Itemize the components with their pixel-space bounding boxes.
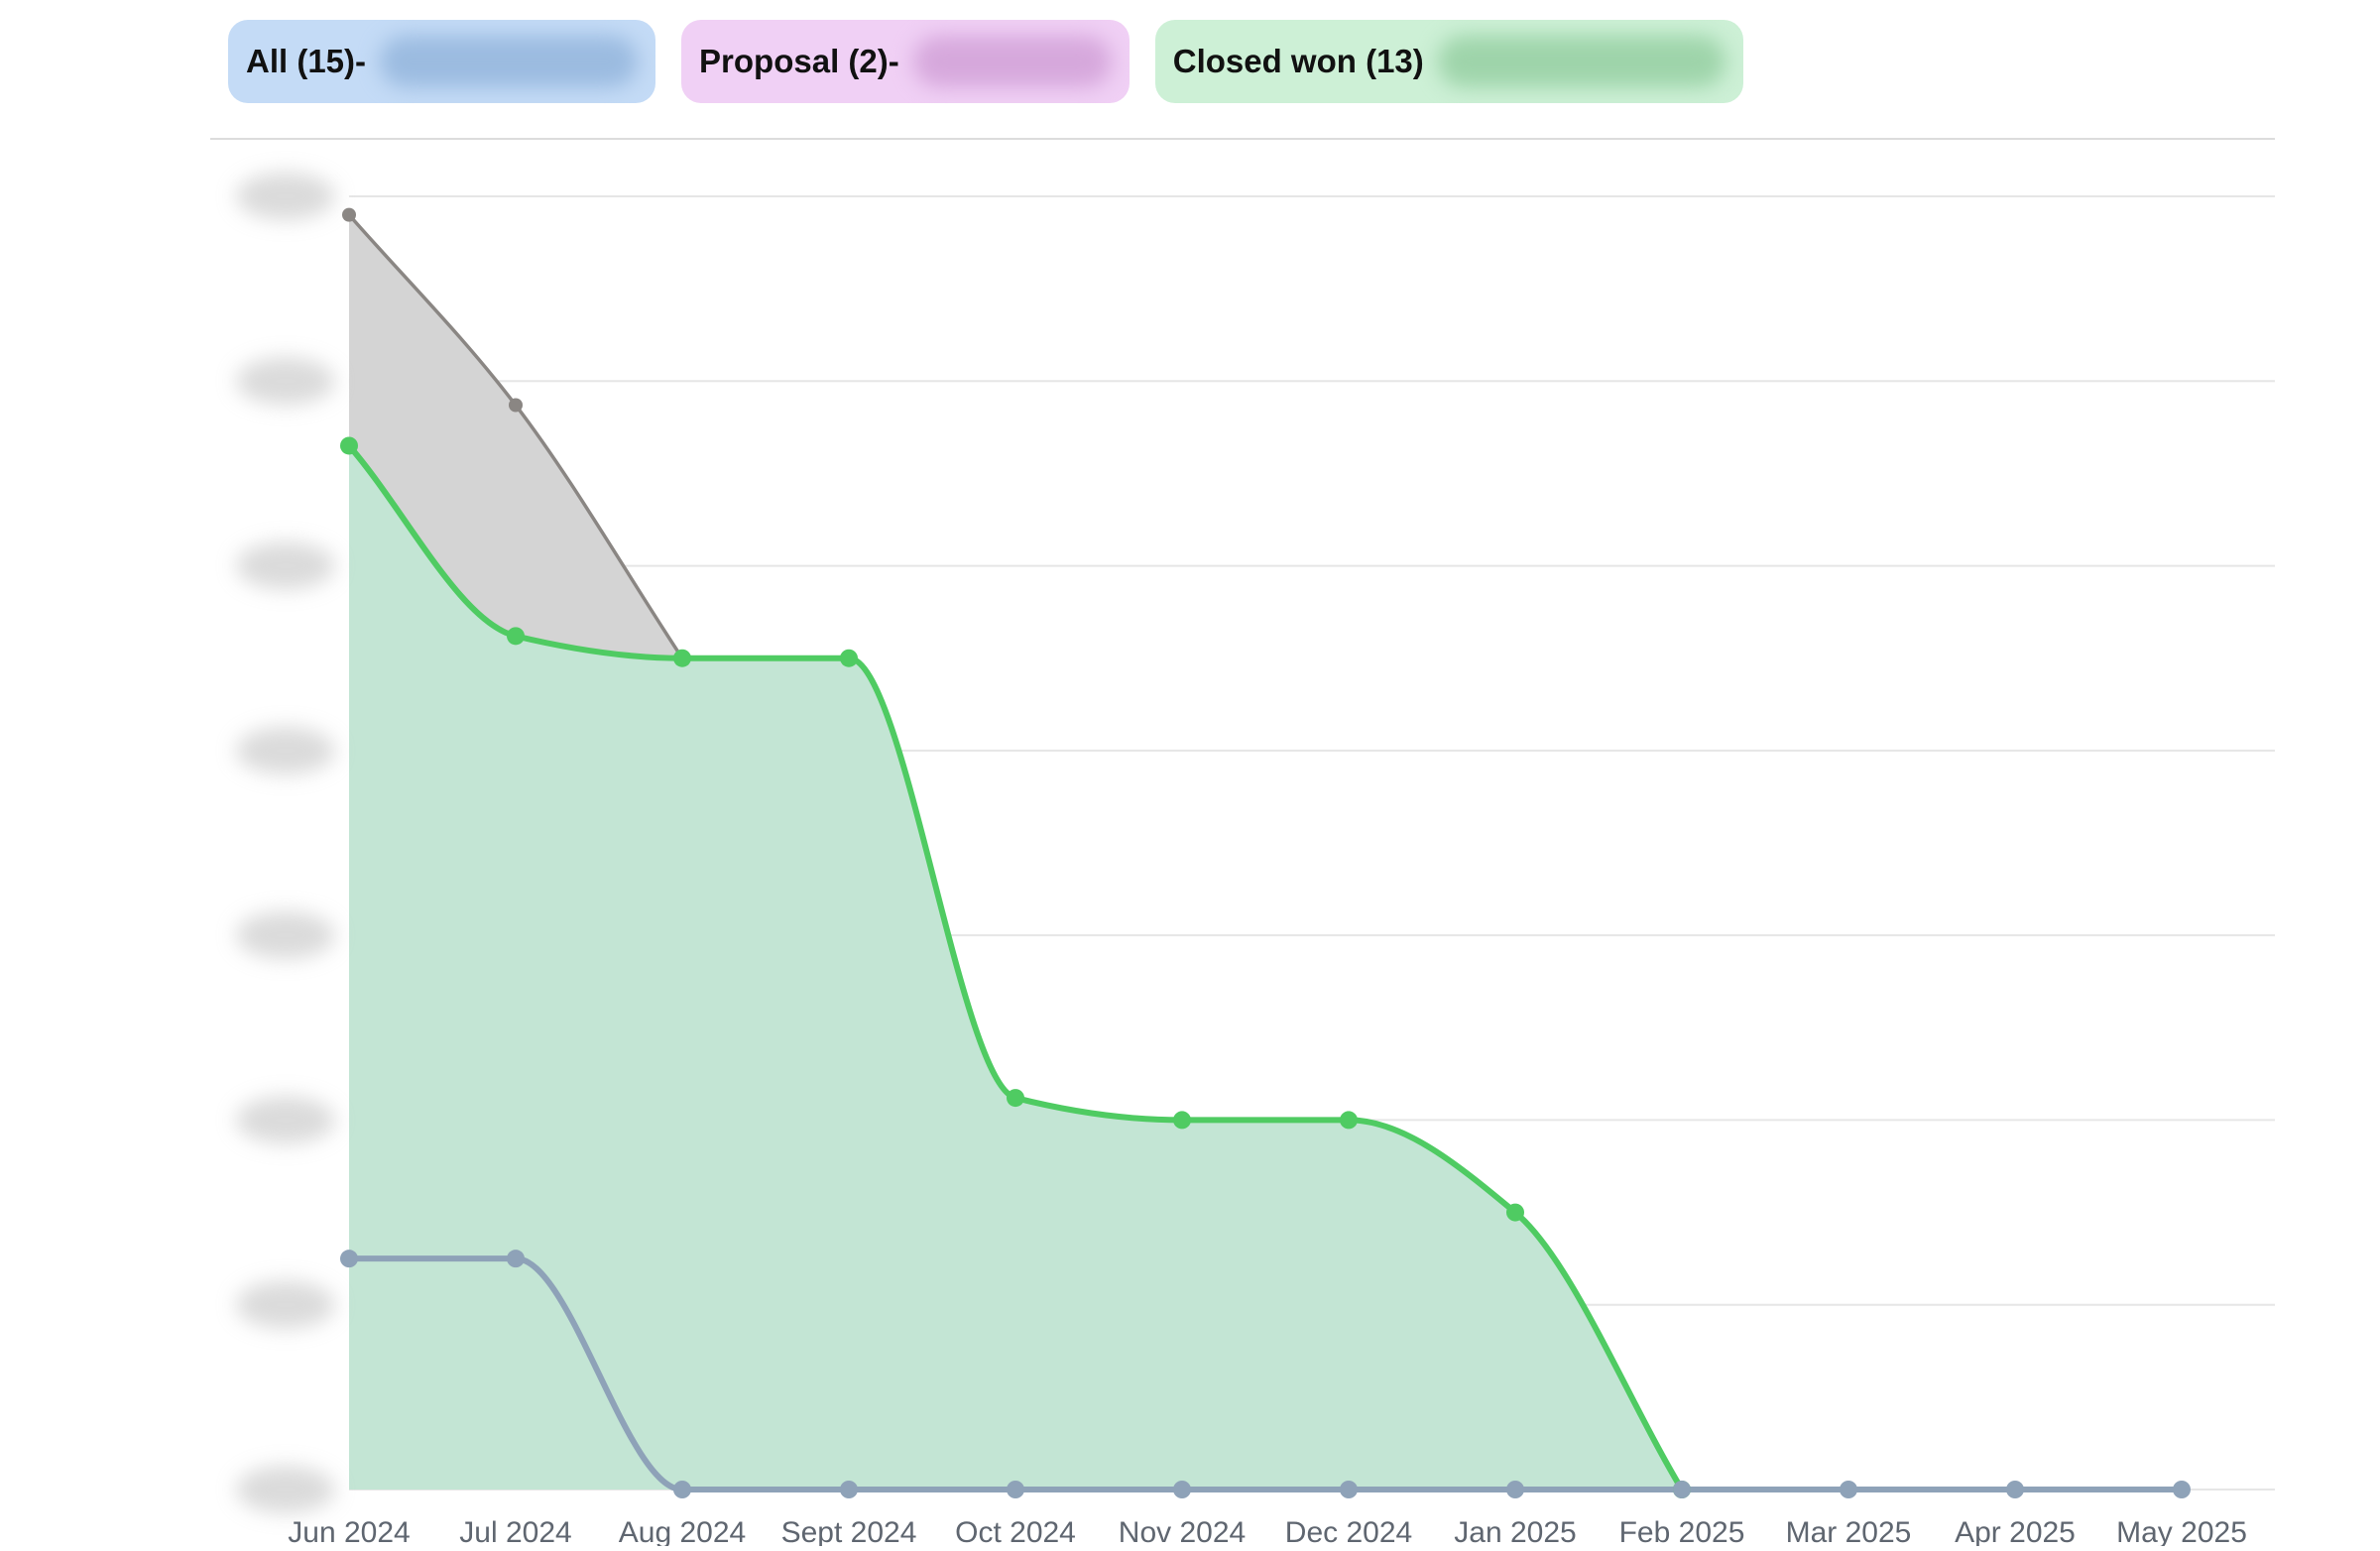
filter-chip-closed-won-label: Closed won (13): [1172, 43, 1424, 79]
won-series-point[interactable]: [1506, 1203, 1524, 1222]
filter-chip-proposal-suffix: -: [888, 43, 899, 79]
won-series-point[interactable]: [340, 436, 358, 455]
y-tick-label-redacted: [236, 541, 335, 590]
proposal-series-point[interactable]: [1340, 1481, 1358, 1498]
proposal-series-point[interactable]: [673, 1481, 691, 1498]
filter-bar: All (15) - Proposal (2) - Closed won (13…: [228, 20, 1743, 103]
filter-chip-all[interactable]: All (15) -: [228, 20, 656, 103]
filter-chip-closed-won-value-redacted: [1437, 36, 1726, 87]
proposal-series-point[interactable]: [1173, 1481, 1191, 1498]
proposal-series-point[interactable]: [2173, 1481, 2191, 1498]
area-fills: [349, 214, 1682, 1491]
x-tick-label: Dec 2024: [1285, 1516, 1412, 1546]
x-tick-label: Sept 2024: [781, 1516, 917, 1546]
y-axis-ticks-obscured: [236, 173, 335, 1513]
x-axis-ticks: Jun 2024 Jul 2024 Aug 2024 Sept 2024 Oct 202…: [288, 1516, 2247, 1549]
all-series-point[interactable]: [342, 207, 356, 222]
y-tick-label-redacted: [236, 1096, 335, 1144]
proposal-series-point[interactable]: [340, 1250, 358, 1268]
won-series-point[interactable]: [1340, 1111, 1358, 1130]
filter-chip-proposal[interactable]: Proposal (2) -: [681, 20, 1130, 103]
proposal-series-point[interactable]: [840, 1481, 858, 1498]
x-tick-label: Jul 2024: [459, 1516, 571, 1546]
won-series-point[interactable]: [1173, 1111, 1191, 1130]
won-series-point[interactable]: [840, 649, 858, 667]
proposal-series-point[interactable]: [1506, 1481, 1524, 1498]
y-tick-label-redacted: [236, 173, 335, 220]
x-tick-label: Feb 2025: [1619, 1516, 1745, 1546]
filter-chip-all-label: All (15): [246, 43, 356, 79]
filter-chip-all-value-redacted: [380, 36, 639, 87]
x-tick-label: Nov 2024: [1119, 1516, 1246, 1546]
proposal-series-point[interactable]: [2006, 1481, 2024, 1498]
y-tick-label-redacted: [236, 357, 335, 406]
won-series-point[interactable]: [507, 627, 525, 646]
filter-chip-proposal-label: Proposal (2): [699, 43, 889, 79]
all-series-point[interactable]: [509, 398, 523, 413]
filter-chip-closed-won[interactable]: Closed won (13): [1154, 20, 1743, 103]
filter-chip-all-suffix: -: [355, 43, 367, 79]
x-tick-label: Oct 2024: [955, 1516, 1076, 1546]
proposal-series-point[interactable]: [1673, 1481, 1691, 1498]
x-tick-label: May 2025: [2116, 1516, 2247, 1546]
x-tick-label: Aug 2024: [619, 1516, 746, 1546]
won-series-area: [349, 445, 1682, 1490]
x-tick-label: Apr 2025: [1955, 1516, 2076, 1546]
x-tick-label: Jun 2024: [288, 1516, 410, 1546]
proposal-series-point[interactable]: [1840, 1481, 1857, 1498]
x-tick-label: Jan 2025: [1454, 1516, 1576, 1546]
filter-chip-proposal-value-redacted: [912, 36, 1112, 87]
y-tick-label-redacted: [236, 1466, 335, 1513]
y-tick-label-redacted: [236, 726, 335, 775]
y-tick-label-redacted: [236, 911, 335, 960]
x-tick-label: Mar 2025: [1786, 1516, 1912, 1546]
won-series-point[interactable]: [673, 649, 691, 667]
data-points: [340, 207, 2191, 1498]
proposal-series-point[interactable]: [507, 1250, 525, 1268]
won-series-point[interactable]: [1007, 1089, 1024, 1108]
y-tick-label-redacted: [236, 1280, 335, 1329]
proposal-series-point[interactable]: [1007, 1481, 1024, 1498]
won-series-line: [346, 443, 1685, 1491]
